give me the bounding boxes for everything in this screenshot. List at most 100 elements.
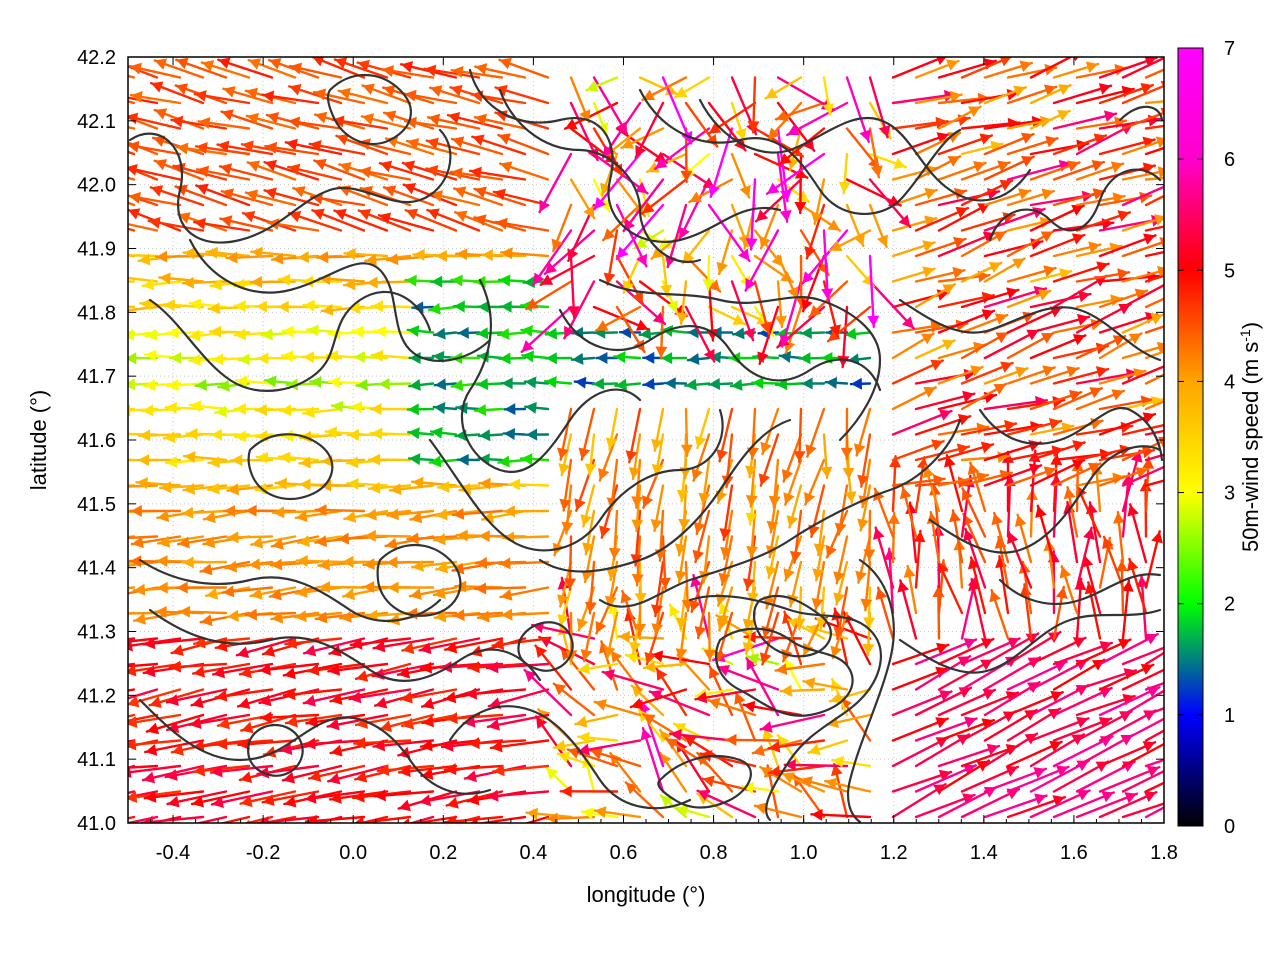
- wind-vector: [786, 101, 849, 137]
- wind-vector-head: [768, 740, 781, 753]
- wind-vector-head: [1098, 716, 1112, 729]
- wind-vector-head: [492, 638, 505, 651]
- wind-vector: [661, 76, 693, 145]
- wind-vector-head: [128, 639, 133, 652]
- wind-vector-head: [189, 717, 202, 729]
- wind-vector-head: [1002, 212, 1015, 224]
- wind-vector-head: [189, 400, 202, 413]
- wind-vector-head: [980, 441, 994, 454]
- wind-vector-head: [102, 89, 114, 101]
- wind-vector-head: [264, 375, 277, 388]
- wind-vector-head: [575, 715, 588, 728]
- wind-vector-head: [386, 253, 399, 266]
- wind-vector-head: [635, 319, 649, 331]
- wind-vector-head: [452, 136, 465, 148]
- contour-line: [326, 73, 412, 145]
- wind-vector-head: [138, 253, 151, 266]
- wind-vector-head: [264, 159, 278, 172]
- wind-vector-head: [923, 386, 936, 398]
- wind-vector: [128, 150, 136, 156]
- wind-vector-head: [630, 554, 643, 566]
- wind-vector-head: [1068, 390, 1082, 402]
- wind-vector-head: [669, 604, 681, 618]
- wind-vector-head: [768, 127, 780, 140]
- wind-vector: [1144, 781, 1164, 793]
- wind-vector-head: [83, 86, 95, 98]
- wind-vector-head: [264, 187, 277, 200]
- wind-vector-head: [377, 764, 390, 776]
- wind-vector-head: [1037, 289, 1051, 301]
- wind-vector-head: [131, 536, 144, 549]
- contour-line: [538, 418, 792, 573]
- x-tick-label: 1.8: [1150, 842, 1178, 864]
- wind-vector-head: [649, 690, 663, 702]
- wind-vector-head: [928, 483, 941, 496]
- wind-vector-head: [101, 718, 113, 730]
- wind-vector-head: [745, 277, 757, 291]
- wind-vector-head: [876, 234, 889, 247]
- wind-vector-head: [163, 431, 176, 444]
- wind-vector-head: [734, 692, 746, 705]
- wind-vector-head: [898, 214, 911, 227]
- wind-vector-head: [855, 570, 867, 583]
- wind-vector: [128, 96, 159, 105]
- wind-vector-head: [353, 351, 366, 364]
- wind-vector-head: [142, 278, 155, 291]
- wind-vector-head: [356, 670, 369, 682]
- wind-vector-head: [953, 236, 966, 249]
- wind-vector-head: [364, 529, 376, 542]
- wind-vector-head: [565, 118, 578, 130]
- wind-vector-head: [860, 598, 873, 611]
- wind-vector-head: [844, 327, 857, 340]
- wind-vector-head: [474, 186, 487, 198]
- wind-vector-head: [754, 802, 768, 815]
- wind-vector-head: [522, 350, 535, 363]
- wind-vector-head: [183, 482, 196, 495]
- wind-vector-head: [1015, 366, 1028, 378]
- wind-vector-head: [665, 254, 677, 268]
- wind-vector-head: [787, 286, 799, 299]
- wind-vector: [1144, 250, 1164, 258]
- wind-vector-head: [170, 351, 182, 364]
- wind-vector-head: [725, 733, 737, 746]
- wind-vector-head: [999, 180, 1013, 191]
- wind-vector-head: [74, 798, 86, 810]
- wind-vector-head: [1140, 663, 1154, 675]
- wind-vector-head: [88, 584, 99, 596]
- wind-vector-head: [470, 166, 482, 179]
- wind-vector-head: [1146, 765, 1160, 777]
- wind-vector-head: [206, 587, 219, 600]
- wind-vector-head: [708, 666, 720, 680]
- wind-vector-head: [402, 818, 410, 823]
- wind-vector: [1144, 429, 1164, 436]
- wind-vector-head: [456, 529, 468, 542]
- wind-vector-head: [870, 165, 883, 178]
- wind-vector-head: [145, 328, 158, 341]
- wind-vector-head: [1043, 265, 1056, 277]
- wind-vector: [615, 203, 648, 268]
- wind-vector-head: [474, 214, 487, 227]
- wind-vector-head: [1045, 135, 1058, 148]
- wind-vector-head: [234, 402, 246, 415]
- wind-vector-head: [144, 790, 157, 803]
- colorbar-tick-label: 5: [1224, 260, 1235, 282]
- colorbar-tick-label: 0: [1224, 816, 1235, 838]
- wind-vector-head: [636, 253, 648, 267]
- contour-line: [128, 128, 452, 244]
- wind-vector-head: [993, 231, 1007, 243]
- wind-vector-head: [825, 777, 838, 790]
- wind-vector-head: [546, 812, 559, 823]
- wind-vector-head: [621, 137, 635, 149]
- wind-vector-head: [557, 751, 571, 763]
- wind-vector-head: [306, 715, 319, 728]
- wind-vector-head: [107, 532, 118, 544]
- wind-vector: [128, 611, 159, 615]
- contour-line: [448, 705, 692, 810]
- wind-vector-head: [779, 209, 792, 222]
- wind-vector-head: [303, 406, 315, 419]
- wind-vector-head: [747, 653, 760, 665]
- wind-vector-head: [470, 817, 478, 823]
- wind-vector-head: [732, 314, 745, 325]
- wind-vector-head: [165, 769, 178, 781]
- wind-vector-head: [804, 491, 816, 505]
